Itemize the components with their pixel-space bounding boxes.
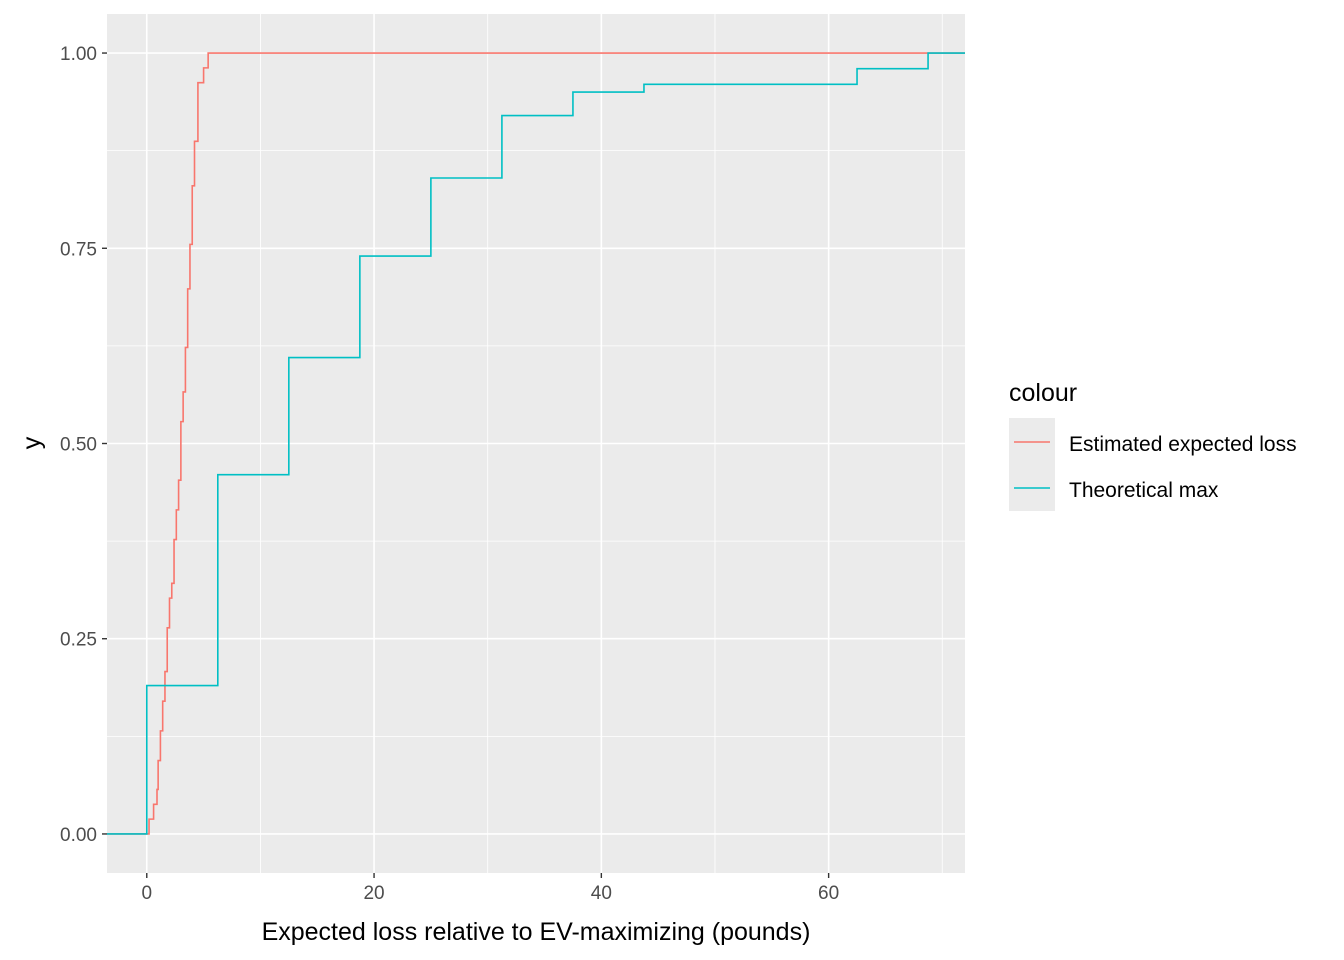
grid-major [107,14,965,873]
y-tick-label: 0.25 [60,630,97,651]
legend-title: colour [1009,379,1077,407]
x-tick-label: 0 [141,883,152,904]
y-tick-label: 1.00 [60,44,97,65]
series-line-theoretical-max [107,52,965,835]
x-axis-ticks: 0 20 40 60 [141,873,839,904]
x-tick-label: 40 [591,883,612,904]
y-tick-label: 0.50 [60,435,97,456]
y-axis-ticks: 0.00 0.25 0.50 0.75 1.00 [60,44,107,846]
y-tick-label: 0.00 [60,825,97,846]
series-layer [107,52,965,835]
legend-label-theoretical-max: Theoretical max [1069,479,1219,502]
legend-key-background [1009,418,1055,511]
y-tick-label: 0.75 [60,239,97,260]
legend-label-estimated-expected-loss: Estimated expected loss [1069,433,1297,456]
y-axis-title: y [18,436,46,449]
x-tick-label: 60 [818,883,839,904]
x-axis-title: Expected loss relative to EV-maximizing … [262,918,811,946]
x-tick-label: 20 [363,883,384,904]
legend: colour Estimated expected loss Theoretic… [1009,379,1297,511]
series-line-estimated-expected-loss [107,52,965,835]
